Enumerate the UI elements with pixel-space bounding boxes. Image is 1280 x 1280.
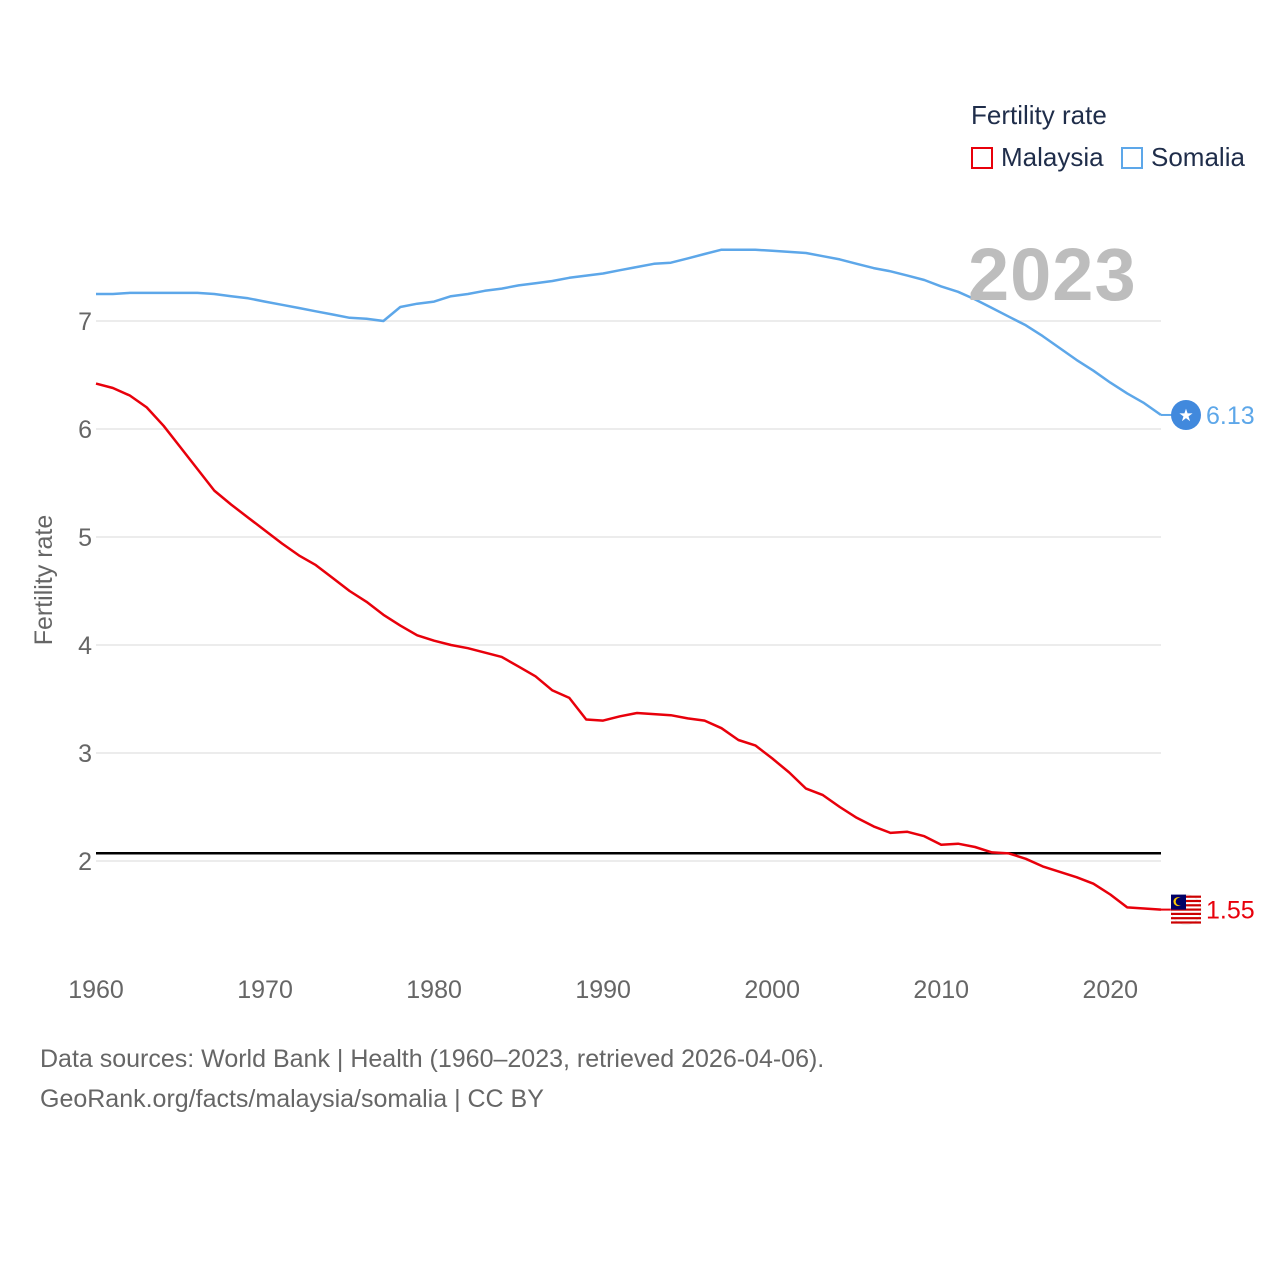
legend-label-malaysia: Malaysia <box>1001 142 1104 172</box>
y-tick-label: 4 <box>78 632 92 660</box>
series-lines <box>95 248 1162 911</box>
series-line-malaysia <box>95 382 1162 911</box>
y-tick-label: 3 <box>78 740 92 768</box>
legend-title: Fertility rate <box>971 100 1107 130</box>
y-tick-label: 7 <box>78 308 92 336</box>
y-axis-ticks: 2 3 4 5 6 7 <box>78 308 92 876</box>
somalia-flag-icon <box>1171 399 1201 430</box>
legend-swatch-malaysia <box>971 146 993 169</box>
flag-star-glyph: ★ <box>1178 406 1193 426</box>
x-tick-label: 1980 <box>406 976 462 1004</box>
legend-label-somalia: Somalia <box>1151 142 1245 172</box>
footer-attribution: GeoRank.org/facts/malaysia/somalia | CC … <box>40 1085 544 1113</box>
malaysia-flag-icon <box>1170 894 1202 925</box>
year-watermark: 2023 <box>968 233 1137 316</box>
end-markers: 1.55 ★ 6.13 <box>1161 399 1255 925</box>
y-axis-label: Fertility rate <box>30 515 58 646</box>
series-line-somalia <box>96 248 1162 417</box>
end-label-malaysia: 1.55 <box>1206 897 1255 925</box>
footer-sources: Data sources: World Bank | Health (1960–… <box>40 1045 825 1073</box>
legend-item-somalia[interactable]: Somalia <box>1121 142 1245 173</box>
y-tick-label: 5 <box>78 524 92 552</box>
legend-item-malaysia[interactable]: Malaysia <box>971 142 1104 173</box>
x-tick-label: 1960 <box>68 976 124 1004</box>
x-axis-ticks: 1960 1970 1980 1990 2000 2010 2020 <box>68 976 1138 1004</box>
x-tick-label: 2000 <box>744 976 800 1004</box>
gridlines <box>96 320 1161 862</box>
y-tick-label: 2 <box>78 848 92 876</box>
y-tick-label: 6 <box>78 416 92 444</box>
legend-swatch-somalia <box>1121 146 1143 169</box>
end-label-somalia: 6.13 <box>1206 402 1255 430</box>
x-tick-label: 1990 <box>575 976 631 1004</box>
x-tick-label: 2020 <box>1082 976 1138 1004</box>
x-tick-label: 2010 <box>913 976 969 1004</box>
x-tick-label: 1970 <box>237 976 293 1004</box>
